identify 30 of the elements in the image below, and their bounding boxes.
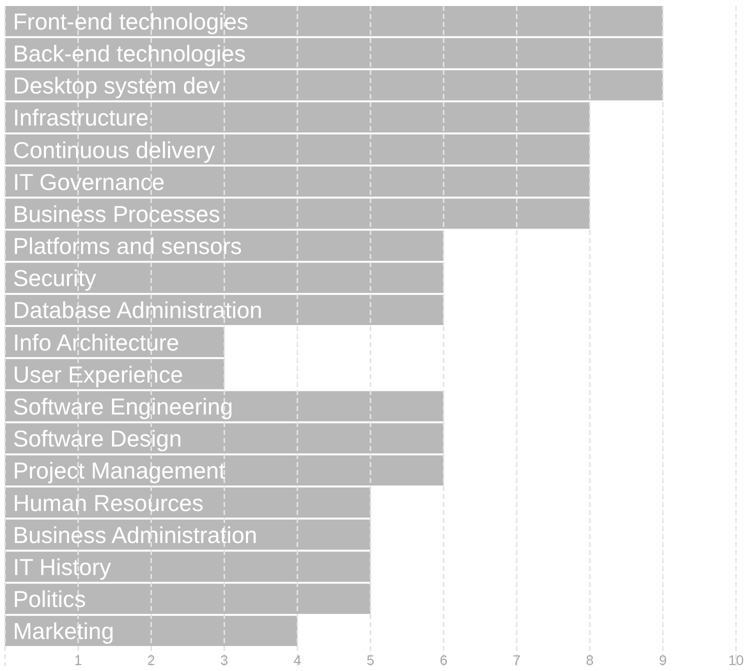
x-tick-label: 10 <box>728 652 744 668</box>
y-tick-label: Desktop system dev <box>13 72 221 99</box>
y-tick-label: User Experience <box>13 361 184 388</box>
y-tick-label: Platforms and sensors <box>13 233 242 260</box>
y-tick-label: Human Resources <box>13 490 204 516</box>
y-tick-label: Continuous delivery <box>13 136 216 163</box>
y-tick-label: Security <box>13 265 97 292</box>
x-tick-label: 7 <box>512 652 521 668</box>
x-tick-label: 2 <box>147 652 156 668</box>
x-tick-label: 8 <box>586 652 594 668</box>
y-tick-label: Marketing <box>13 618 114 644</box>
y-tick-label: IT Governance <box>13 168 165 195</box>
x-tick-label: 4 <box>294 652 302 668</box>
x-tick-label: 1 <box>74 652 82 668</box>
y-tick-label: IT History <box>13 554 112 580</box>
y-tick-label: Software Engineering <box>13 394 233 420</box>
y-tick-label: Software Design <box>13 426 182 452</box>
y-tick-label: Infrastructure <box>13 104 148 131</box>
x-tick-label: 6 <box>440 652 448 668</box>
y-tick-label: Business Administration <box>13 522 258 548</box>
y-tick-label: Back-end technologies <box>13 40 246 66</box>
x-tick-label: 9 <box>659 652 667 668</box>
y-tick-label: Front-end technologies <box>13 8 248 34</box>
y-tick-label: Info Architecture <box>13 329 180 356</box>
x-tick-label: 3 <box>220 652 228 668</box>
y-tick-label: Business Processes <box>13 200 220 227</box>
y-tick-label: Database Administration <box>13 297 262 324</box>
x-tick-label: 5 <box>366 652 375 668</box>
y-tick-label: Project Management <box>13 458 226 484</box>
y-tick-label: Politics <box>13 586 86 612</box>
